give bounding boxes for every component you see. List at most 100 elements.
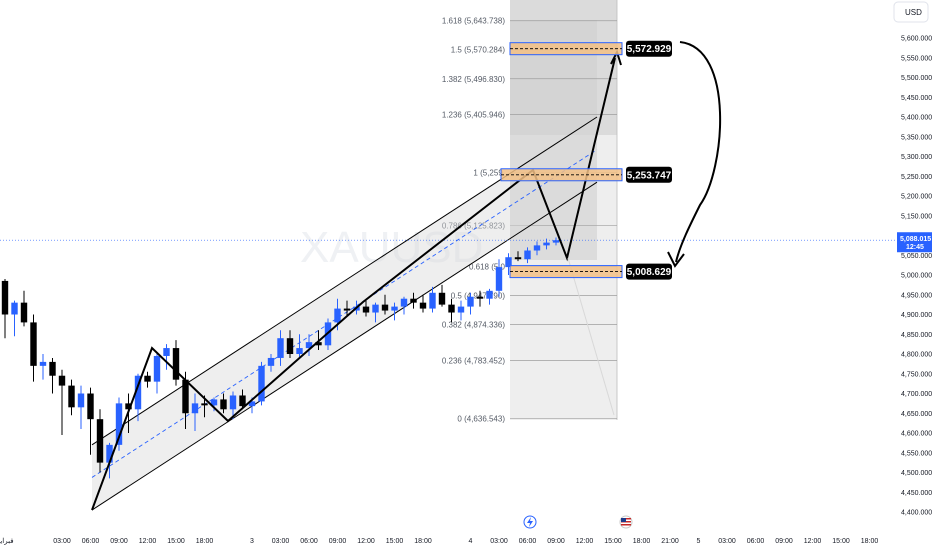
candle-body[interactable] (58, 375, 66, 386)
fib-level-label: 0.236 (4,783.452) (442, 357, 505, 366)
candle-body[interactable] (400, 298, 408, 307)
y-tick-label: 4,550.000 (901, 450, 932, 457)
candle-body[interactable] (438, 292, 446, 305)
currency-label: USD (905, 8, 922, 17)
x-tick-label: 18:00 (196, 538, 214, 545)
candle-body[interactable] (144, 375, 151, 382)
candle-body[interactable] (296, 348, 303, 354)
candle-body[interactable] (495, 267, 503, 291)
candle-body[interactable] (30, 322, 37, 366)
candle-body[interactable] (429, 292, 436, 309)
candle-body[interactable] (172, 348, 180, 380)
fib-level-label: 0.618 (5,0 (469, 263, 506, 272)
candle-body[interactable] (410, 298, 417, 303)
candle-body[interactable] (134, 375, 142, 410)
x-tick-label: 09:00 (110, 538, 128, 545)
candle-body[interactable] (315, 342, 322, 346)
candle-body[interactable] (191, 403, 199, 414)
target-callout-box[interactable] (626, 40, 672, 57)
lightning-icon[interactable] (523, 515, 537, 529)
candle-body[interactable] (68, 385, 75, 408)
x-tick-label: 12:00 (576, 538, 594, 545)
target-zones[interactable] (500, 42, 623, 279)
candle-body[interactable] (286, 338, 294, 354)
candle-body[interactable] (533, 245, 541, 251)
candle-body[interactable] (381, 304, 389, 311)
channel-median-line[interactable] (91, 149, 598, 478)
candle-body[interactable] (96, 419, 104, 463)
candle-body[interactable] (106, 444, 113, 463)
candle-body[interactable] (77, 393, 85, 408)
target-callout-box[interactable] (626, 166, 672, 183)
candle-body[interactable] (163, 348, 170, 356)
candle-body[interactable] (305, 342, 313, 349)
x-tick-label: 15:00 (604, 538, 622, 545)
candle-body[interactable] (49, 361, 56, 376)
candle-body[interactable] (201, 403, 208, 406)
y-tick-label: 4,800.000 (901, 352, 932, 359)
y-tick-label: 5,550.000 (901, 55, 932, 62)
candle-body[interactable] (153, 355, 161, 382)
candle-body[interactable] (87, 393, 94, 420)
candle-body[interactable] (419, 302, 427, 309)
candle-body[interactable] (267, 357, 275, 366)
x-tick-label: 15:00 (386, 538, 404, 545)
candle-body[interactable] (20, 302, 28, 323)
candle-body[interactable] (277, 338, 284, 358)
time-axis[interactable]: فبراير 03:00 06:00 09:00 12:00 15:00 18:00 3 03:… (0, 515, 878, 545)
wave-path-line[interactable] (91, 57, 616, 511)
y-tick-label: 4,750.000 (901, 371, 932, 378)
candle-body[interactable] (258, 365, 265, 402)
candle-body[interactable] (448, 304, 455, 313)
current-price-tag: 5,088.015 12:45 (897, 232, 932, 253)
candle-body[interactable] (524, 250, 531, 260)
candle-body[interactable] (11, 302, 18, 315)
candle-body[interactable] (476, 296, 484, 299)
x-tick-label: 15:00 (167, 538, 185, 545)
candle-body[interactable] (334, 308, 341, 323)
candle-body[interactable] (514, 257, 522, 260)
candle-body[interactable] (229, 395, 237, 410)
currency-box[interactable] (893, 1, 929, 23)
candle-body[interactable] (391, 306, 398, 311)
y-tick-label: 4,950.000 (901, 292, 932, 299)
price-axis[interactable]: USD 5,600.000 5,550.000 5,500.000 5,450.000… (893, 1, 932, 517)
x-tick-label: 4 (469, 538, 473, 545)
candle-body[interactable] (372, 304, 379, 313)
candle-body[interactable] (552, 240, 560, 243)
candle-body[interactable] (182, 379, 189, 414)
candle-body[interactable] (457, 306, 465, 313)
target-callout-box[interactable] (626, 263, 672, 280)
candle-body[interactable] (543, 242, 550, 246)
channel-lower-line[interactable] (91, 181, 598, 511)
fib-level-label: 0.382 (4,874.336) (442, 321, 505, 330)
candle-body[interactable] (248, 401, 256, 407)
curved-arrow-head-icon (667, 251, 685, 268)
candle-body[interactable] (239, 395, 246, 407)
y-tick-label: 5,200.000 (901, 194, 932, 201)
candle-body[interactable] (115, 403, 123, 445)
us-flag-icon[interactable] (619, 515, 633, 529)
candle-body[interactable] (505, 257, 512, 268)
fib-level-label: 0.5 (4,947.790) (451, 292, 506, 301)
target-callout-value: 5,008.629 (627, 267, 672, 278)
x-tick-label: 12:00 (139, 538, 157, 545)
candle-body[interactable] (210, 399, 218, 406)
y-tick-label: 5,050.000 (901, 253, 932, 260)
y-tick-label: 4,900.000 (901, 312, 932, 319)
fib-projection[interactable]: 1.618 (5,643.738) 1.5 (5,570.284) 1.382 (5… (442, 0, 618, 424)
candle-body[interactable] (343, 308, 351, 311)
candle-body[interactable] (39, 361, 47, 366)
candles-group[interactable] (1, 237, 560, 479)
candle-body[interactable] (220, 399, 227, 410)
target-callouts[interactable]: 5,572.929 5,253.747 5,008.629 (626, 40, 672, 280)
curved-arrow-line[interactable] (675, 41, 722, 263)
y-tick-label: 4,400.000 (901, 510, 932, 517)
candle-body[interactable] (486, 290, 493, 299)
candle-body[interactable] (1, 280, 9, 315)
candle-body[interactable] (467, 296, 474, 307)
x-tick-label: 09:00 (547, 538, 565, 545)
candle-body[interactable] (362, 306, 370, 313)
candle-body[interactable] (125, 403, 132, 410)
